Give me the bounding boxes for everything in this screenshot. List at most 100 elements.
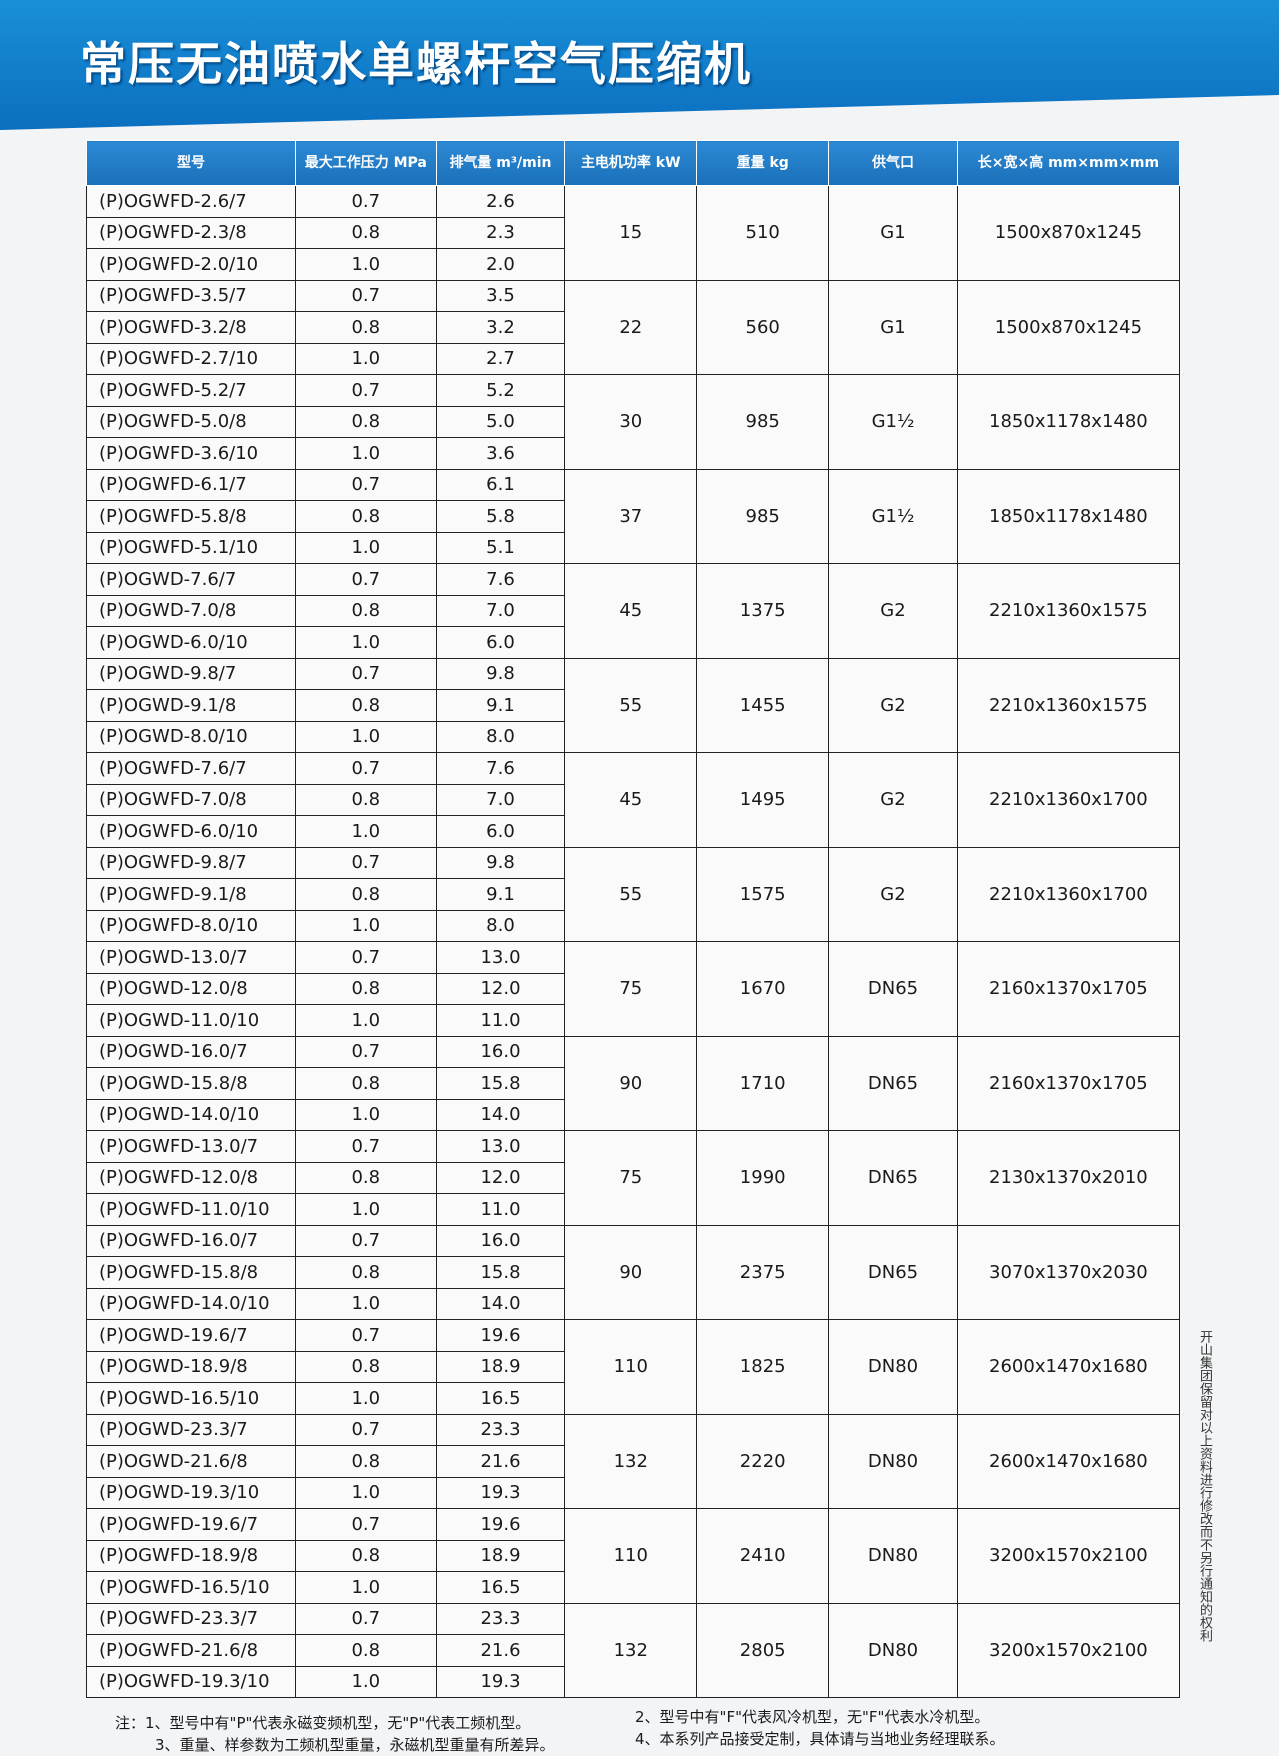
table-row: (P)OGWFD-7.0/8 0.8 7.0: [86, 783, 1180, 816]
pressure-cell: 1.0: [294, 1571, 437, 1604]
flow-cell: 2.7: [435, 342, 566, 375]
table-row: (P)OGWD-19.6/7 0.7 19.6 110 1825 DN80 2600x147…: [86, 1319, 1181, 1415]
power-cell: 55: [564, 846, 698, 942]
power-cell: 22: [564, 279, 698, 375]
pressure-cell: 1.0: [294, 720, 437, 753]
pressure-cell: 0.7: [294, 1602, 437, 1635]
flow-cell: 14.0: [435, 1287, 566, 1320]
header-model: 型号: [86, 140, 296, 186]
flow-cell: 3.5: [435, 279, 566, 312]
model-cell: (P)OGWD-7.0/8: [86, 594, 296, 627]
flow-cell: 21.6: [435, 1445, 566, 1478]
pressure-cell: 0.8: [294, 311, 437, 344]
pressure-cell: 0.7: [294, 846, 437, 879]
model-cell: (P)OGWFD-9.8/7: [86, 846, 296, 879]
weight-cell: 1710: [696, 1035, 830, 1131]
header-weight: 重量 kg: [696, 140, 830, 186]
port-cell: DN65: [828, 941, 958, 1037]
dimensions-cell: 3200x1570x2100: [956, 1602, 1181, 1698]
flow-cell: 3.2: [435, 311, 566, 344]
pressure-cell: 1.0: [294, 1665, 437, 1698]
model-cell: (P)OGWFD-7.0/8: [86, 783, 296, 816]
pressure-cell: 0.8: [294, 689, 437, 722]
table-row: (P)OGWD-6.0/10 1.0 6.0: [86, 626, 1180, 659]
weight-cell: 2410: [696, 1508, 830, 1604]
side-note: 开山集团保留对以上资料进行修改而不另行通知的权利: [1197, 1330, 1212, 1642]
port-cell: G1: [828, 185, 958, 281]
table-row: (P)OGWD-9.1/8 0.8 9.1: [86, 689, 1180, 722]
table-row: (P)OGWFD-8.0/10 1.0 8.0: [86, 909, 1180, 942]
flow-cell: 6.0: [435, 626, 566, 659]
dimensions-cell: 2130x1370x2010: [956, 1130, 1181, 1226]
dimensions-cell: 1500x870x1245: [956, 185, 1181, 281]
power-cell: 55: [564, 657, 698, 753]
weight-cell: 1575: [696, 846, 830, 942]
power-cell: 110: [564, 1319, 698, 1415]
table-row: (P)OGWD-11.0/10 1.0 11.0: [86, 1004, 1180, 1037]
model-cell: (P)OGWD-16.5/10: [86, 1382, 296, 1415]
flow-cell: 9.8: [435, 846, 566, 879]
table-row: (P)OGWFD-5.0/8 0.8 5.0: [86, 405, 1180, 438]
pressure-cell: 0.7: [294, 1130, 437, 1163]
table-row: (P)OGWD-16.5/10 1.0 16.5: [86, 1382, 1180, 1415]
flow-cell: 2.0: [435, 248, 566, 281]
pressure-cell: 0.7: [294, 1508, 437, 1541]
pressure-cell: 0.8: [294, 405, 437, 438]
model-cell: (P)OGWD-12.0/8: [86, 972, 296, 1005]
pressure-cell: 0.8: [294, 878, 437, 911]
dimensions-cell: 2600x1470x1680: [956, 1319, 1181, 1415]
pressure-cell: 0.8: [294, 594, 437, 627]
power-cell: 75: [564, 1130, 698, 1226]
port-cell: DN65: [828, 1224, 958, 1320]
port-cell: DN65: [828, 1130, 958, 1226]
model-cell: (P)OGWFD-23.3/7: [86, 1602, 296, 1635]
flow-cell: 23.3: [435, 1602, 566, 1635]
model-cell: (P)OGWFD-21.6/8: [86, 1634, 296, 1667]
model-cell: (P)OGWFD-15.8/8: [86, 1256, 296, 1289]
model-cell: (P)OGWD-11.0/10: [86, 1004, 296, 1037]
table-row: (P)OGWD-23.3/7 0.7 23.3 132 2220 DN80 2600x147…: [86, 1413, 1181, 1509]
power-cell: 90: [564, 1035, 698, 1131]
pressure-cell: 0.7: [294, 279, 437, 312]
model-cell: (P)OGWFD-16.5/10: [86, 1571, 296, 1604]
power-cell: 75: [564, 941, 698, 1037]
pressure-cell: 0.7: [294, 374, 437, 407]
pressure-cell: 0.8: [294, 216, 437, 249]
model-cell: (P)OGWD-6.0/10: [86, 626, 296, 659]
dimensions-cell: 2600x1470x1680: [956, 1413, 1181, 1509]
pressure-cell: 0.7: [294, 752, 437, 785]
flow-cell: 7.0: [435, 783, 566, 816]
flow-cell: 16.5: [435, 1571, 566, 1604]
flow-cell: 18.9: [435, 1539, 566, 1572]
dimensions-cell: 2210x1360x1700: [956, 846, 1181, 942]
model-cell: (P)OGWFD-19.6/7: [86, 1508, 296, 1541]
flow-cell: 2.6: [435, 185, 566, 218]
model-cell: (P)OGWFD-6.1/7: [86, 468, 296, 501]
flow-cell: 16.5: [435, 1382, 566, 1415]
model-cell: (P)OGWD-19.6/7: [86, 1319, 296, 1352]
port-cell: DN80: [828, 1602, 958, 1698]
table-row: (P)OGWFD-3.2/8 0.8 3.2: [86, 311, 1180, 344]
flow-cell: 16.0: [435, 1035, 566, 1068]
pressure-cell: 0.8: [294, 1539, 437, 1572]
flow-cell: 9.1: [435, 689, 566, 722]
flow-cell: 12.0: [435, 1161, 566, 1194]
port-cell: G2: [828, 846, 958, 942]
table-row: (P)OGWFD-2.7/10 1.0 2.7: [86, 342, 1180, 375]
pressure-cell: 0.8: [294, 500, 437, 533]
model-cell: (P)OGWFD-5.1/10: [86, 531, 296, 564]
flow-cell: 5.2: [435, 374, 566, 407]
weight-cell: 2375: [696, 1224, 830, 1320]
flow-cell: 9.8: [435, 657, 566, 690]
weight-cell: 985: [696, 374, 830, 470]
flow-cell: 11.0: [435, 1193, 566, 1226]
flow-cell: 11.0: [435, 1004, 566, 1037]
pressure-cell: 1.0: [294, 1193, 437, 1226]
flow-cell: 2.3: [435, 216, 566, 249]
weight-cell: 2220: [696, 1413, 830, 1509]
table-row: (P)OGWD-14.0/10 1.0 14.0: [86, 1098, 1180, 1131]
note-4: 4、本系列产品接受定制，具体请与当地业务经理联系。: [635, 1730, 1005, 1748]
table-row: (P)OGWFD-3.5/7 0.7 3.5 22 560 G1 1500x870x1245: [86, 279, 1181, 375]
flow-cell: 9.1: [435, 878, 566, 911]
port-cell: DN65: [828, 1035, 958, 1131]
